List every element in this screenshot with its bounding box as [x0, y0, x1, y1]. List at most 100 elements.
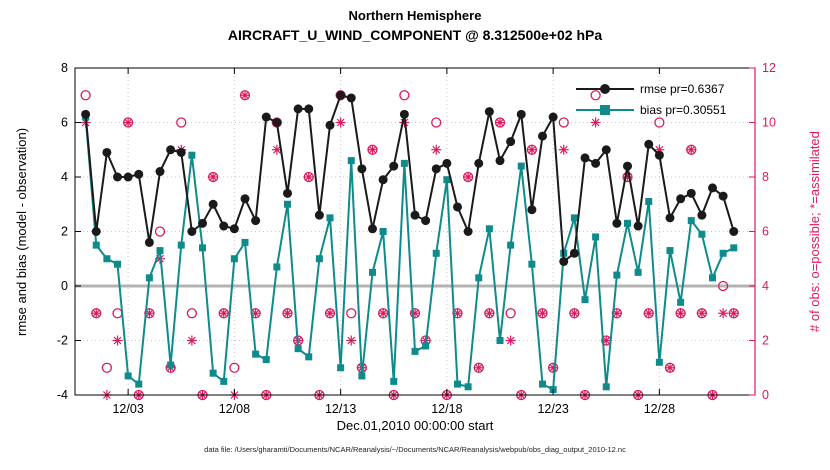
rmse-marker: [654, 150, 664, 160]
assimilated-obs-marker: [282, 308, 293, 319]
rmse-marker: [729, 227, 739, 236]
possible-obs-marker: [431, 117, 442, 128]
possible-obs-marker: [346, 308, 357, 319]
rmse-marker: [474, 158, 484, 168]
x-tick-label: 12/08: [219, 402, 250, 416]
assimilated-obs-marker: [367, 144, 378, 155]
x-tick-label: 12/03: [112, 402, 143, 416]
rmse-marker: [251, 216, 261, 226]
rmse-marker: [102, 147, 112, 157]
bias-marker: [294, 345, 302, 353]
bias-marker: [220, 377, 228, 385]
rmse-marker: [580, 153, 590, 163]
data-file-caption: data file: /Users/gharamti/Documents/NCA…: [204, 445, 626, 454]
bias-marker: [337, 364, 345, 372]
assimilated-obs-marker: [240, 90, 250, 101]
bias-marker: [230, 255, 238, 263]
rmse-marker: [208, 199, 218, 209]
bias-marker: [326, 214, 334, 222]
assimilated-obs-marker: [208, 172, 219, 182]
assimilated-obs-marker: [548, 362, 559, 373]
rmse-marker: [527, 205, 537, 215]
y-right-tick-label: 4: [762, 279, 769, 293]
bias-marker: [135, 380, 143, 388]
bias-marker: [124, 372, 132, 380]
bias-line: [84, 116, 735, 391]
possible-obs-marker: [717, 280, 729, 292]
y-axis-label-right: # of obs: o=possible; *=assimilated: [807, 131, 822, 332]
rmse-marker: [601, 145, 611, 155]
bias-marker: [156, 247, 164, 255]
rmse-marker: [314, 210, 324, 220]
rmse-marker: [144, 237, 154, 247]
assimilated-obs-marker: [378, 308, 389, 319]
assimilated-obs-marker: [643, 308, 654, 319]
rmse-marker: [272, 118, 282, 127]
bias-marker: [709, 274, 716, 282]
legend-sample-rmse: [576, 82, 634, 96]
bias-marker: [369, 268, 376, 276]
x-axis-label: Dec.01,2010 00:00:00 start: [336, 418, 494, 433]
possible-obs-marker: [558, 117, 569, 128]
bias-marker: [528, 260, 536, 268]
assimilated-obs-marker: [537, 308, 548, 319]
rmse-marker: [431, 164, 441, 174]
rmse-marker: [240, 194, 250, 204]
rmse-marker: [548, 112, 558, 122]
rmse-marker: [113, 172, 122, 182]
assimilated-obs-marker: [675, 308, 686, 319]
y-left-tick-label: 0: [61, 279, 68, 293]
legend-item-rmse: rmse pr=0.6367: [576, 78, 726, 99]
rmse-marker: [538, 131, 547, 141]
bias-marker: [475, 274, 483, 282]
possible-obs-marker: [399, 90, 410, 101]
rmse-marker: [644, 139, 654, 149]
rmse-marker: [718, 191, 728, 201]
bias-marker: [284, 200, 291, 208]
bias-marker: [730, 244, 738, 252]
y-right-tick-label: 10: [762, 116, 776, 130]
bias-marker: [485, 225, 493, 233]
bias-marker: [698, 230, 706, 238]
bias-marker: [602, 383, 610, 391]
legend-label-bias: bias pr=0.30551: [640, 102, 727, 117]
assimilated-obs-marker: [218, 308, 229, 319]
assimilated-obs-marker: [123, 117, 134, 128]
rmse-marker: [612, 218, 622, 228]
bias-marker: [305, 353, 313, 361]
assimilated-obs-marker: [505, 335, 516, 346]
possible-obs-marker: [154, 226, 166, 237]
bias-marker: [390, 377, 398, 385]
rmse-marker: [91, 227, 101, 236]
y-right-tick-label: 0: [762, 388, 769, 402]
rmse-marker: [686, 188, 696, 198]
x-tick-label: 12/28: [644, 402, 675, 416]
possible-obs-marker: [505, 308, 516, 319]
bias-marker: [103, 255, 111, 263]
rmse-marker: [389, 161, 399, 171]
bias-marker: [422, 342, 430, 350]
y-left-tick-label: -4: [57, 388, 68, 402]
legend-circle-marker-icon: [600, 83, 610, 94]
y-right-tick-label: 6: [762, 225, 769, 239]
assimilated-obs-marker: [346, 335, 357, 346]
possible-obs-marker: [112, 308, 123, 319]
y-left-tick-label: 6: [61, 116, 68, 130]
bias-marker: [645, 198, 653, 206]
legend-square-marker-icon: [600, 104, 610, 115]
bias-marker: [613, 271, 621, 279]
assimilated-obs-marker: [335, 117, 346, 128]
rmse-marker: [155, 167, 165, 177]
bias-marker: [262, 356, 270, 364]
bias-marker: [92, 241, 100, 249]
rmse-marker: [421, 216, 431, 226]
assimilated-obs-marker: [526, 144, 537, 155]
bias-marker: [677, 298, 685, 306]
rmse-marker: [516, 109, 526, 119]
assimilated-obs-marker: [569, 308, 580, 319]
assimilated-obs-marker: [410, 308, 420, 319]
rmse-marker: [166, 145, 176, 155]
assimilated-obs-marker: [303, 172, 314, 182]
